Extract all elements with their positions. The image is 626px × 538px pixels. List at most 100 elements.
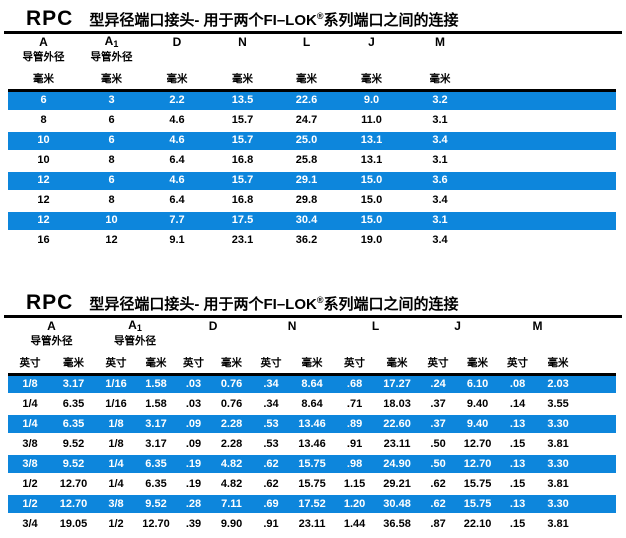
table-cell: 3.2 [405,90,475,112]
filler-cell [578,513,617,535]
table-cell: 1/16 [95,393,138,415]
table-cell: .53 [251,413,292,435]
column-unit: 毫米 [291,347,334,376]
table-cell: 13.1 [338,150,405,172]
table-row: 8 6 4.6 15.7 24.7 11.0 3.1 [8,110,616,132]
metric-dimensions-table: A A1 D N L J M 导管外径 导管外径 毫米 毫米 毫米 毫米 毫米 毫米 毫米 6 3 2.2 13.5 2… [8,34,616,252]
table-cell: 24.90 [376,453,419,475]
table-row: 1/4 6.35 1/16 1.58.03 0.76.34 8.64.71 18.03.37… [8,393,617,415]
table-cell: 4.6 [144,110,210,132]
table-cell: 1/8 [95,413,138,435]
table-cell: 3/8 [8,433,52,455]
table-cell: 13.46 [291,433,334,455]
registered-trademark-symbol: ® [316,294,324,305]
column-letter: L [371,318,380,333]
filler-cell [578,493,617,515]
table-cell: 6.35 [137,453,176,475]
filler-cell [475,170,616,192]
table-row: 1/4 6.35 1/8 3.17.09 2.28.53 13.46.89 22.60.37… [8,413,617,435]
table-row: 3/8 9.52 1/8 3.17.09 2.28.53 13.46.91 23.11.50… [8,433,617,455]
table-cell: 1.20 [333,493,377,515]
table-cell: .34 [251,393,292,415]
table-cell: 9.40 [458,413,498,435]
column-unit: 毫米 [144,64,210,92]
column-unit: 英寸 [497,347,539,376]
table-cell: 6.10 [458,373,498,395]
table-cell: 8 [8,110,79,132]
table-row: 1/8 3.17 1/16 1.58.03 0.76.34 8.64.68 17.27.24… [8,373,617,395]
table-cell: 8 [79,150,144,172]
column-note [275,49,338,64]
column-note: 导管外径 [90,51,133,63]
table-cell: .03 [175,393,213,415]
table-cell: 1/4 [95,453,138,475]
table-cell: 22.6 [275,90,338,112]
table-cell: 9.52 [52,453,96,475]
table-cell: 15.75 [458,493,498,515]
table-cell: .08 [497,373,539,395]
header-letters-row: A A1 D N L J M [8,34,616,49]
table-header: A A1 D N L J M 导管外径 导管外径 英寸 毫米 英寸 毫米 英寸 毫米 英寸 毫米 英寸 毫米 英寸 毫米… [8,318,617,376]
filler-cell [475,210,616,232]
column-letter: D [172,35,182,49]
column-letter: M [435,35,445,49]
column-unit: 英寸 [8,347,52,376]
table-cell: 23.11 [291,513,334,535]
table-cell: .13 [497,493,539,515]
inch-metric-table-title: RPC 型异径端口接头- 用于两个FI–LOK®系列端口之间的连接 [4,290,622,318]
column-unit: 毫米 [8,64,79,92]
table-cell: .62 [418,493,459,515]
table-cell: 1.58 [137,373,176,395]
table-cell: 15.7 [210,130,275,152]
table-cell: 3.4 [405,130,475,152]
table-cell: 3.17 [52,373,96,395]
title-text-pre: 型异径端口接头- 用于两个FI–LOK [89,295,317,313]
table-cell: 4.82 [212,473,252,495]
table-cell: 4.6 [144,170,210,192]
filler-cell [475,230,616,252]
table-cell: 3.4 [405,190,475,212]
table-body: 1/8 3.17 1/16 1.58.03 0.76.34 8.64.68 17.27.24… [8,373,617,535]
column-note [175,333,251,348]
table-cell: 15.7 [210,170,275,192]
table-cell: 3 [79,90,144,112]
header-letters-row: A A1 D N L J M [8,318,616,333]
column-note: 导管外径 [30,334,73,347]
table-cell: .03 [175,373,213,395]
column-note [144,49,210,64]
filler-cell [475,34,616,49]
table-row: 3/4 19.05 1/2 12.70.39 9.90.91 23.11 1.44 36.58… [8,513,617,535]
table-cell: 19.05 [52,513,96,535]
column-unit: 毫米 [210,64,275,92]
table-cell: .15 [497,473,539,495]
table-cell: .19 [175,473,213,495]
table-cell: .39 [175,513,213,535]
table-cell: 9.90 [212,513,252,535]
table-cell: 3/8 [95,493,138,515]
table-cell: 2.2 [144,90,210,112]
table-cell: 15.7 [210,110,275,132]
table-cell: .50 [418,433,459,455]
table-cell: 6 [79,170,144,192]
column-letter: J [454,318,461,333]
column-unit: 毫米 [137,347,176,376]
table-cell: 36.58 [376,513,419,535]
table-cell: .71 [333,393,377,415]
registered-trademark-symbol: ® [316,11,324,21]
table-cell: 3.17 [137,413,176,435]
table-title-text: 型异径端口接头- 用于两个FI–LOK®系列端口之间的连接 [89,8,458,33]
table-cell: 12.70 [52,493,96,515]
table-cell: 3.17 [137,433,176,455]
table-cell: 3.1 [405,150,475,172]
table-cell: 12 [8,190,79,212]
table-cell: 22.10 [458,513,498,535]
column-note [497,333,578,348]
table-cell: 6 [79,110,144,132]
column-unit: 英寸 [95,347,138,376]
table-cell: 10 [8,130,79,152]
table-row: 1/2 12.70 3/8 9.52.28 7.11.69 17.52 1.20 30.48.… [8,493,617,515]
table-row: 12 8 6.4 16.8 29.8 15.0 3.4 [8,190,616,212]
table-row: 12 6 4.6 15.7 29.1 15.0 3.6 [8,170,616,192]
table-cell: 3.30 [538,413,579,435]
